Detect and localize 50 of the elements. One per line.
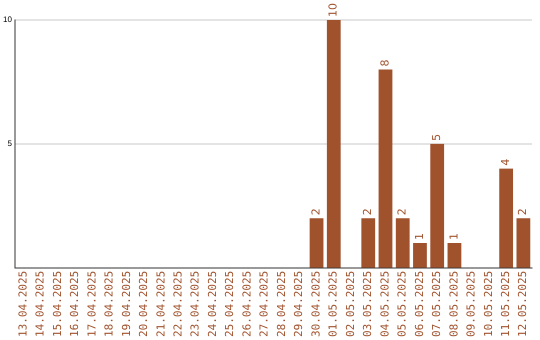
- x-tick-label: 29.04.2025: [292, 270, 306, 338]
- x-tick-label: 26.04.2025: [240, 270, 254, 338]
- x-tick-label: 10.05.2025: [482, 270, 495, 338]
- bar: [361, 218, 376, 268]
- x-tick-label: 23.04.2025: [188, 270, 202, 338]
- x-tick-label: 24.04.2025: [206, 270, 219, 338]
- x-tick-label: 22.04.2025: [172, 270, 185, 338]
- x-tick-label: 05.05.2025: [396, 270, 409, 338]
- x-tick-label: 21.04.2025: [154, 270, 168, 338]
- data-label: 10: [326, 3, 340, 17]
- x-tick-label: 04.05.2025: [378, 270, 392, 338]
- x-tick-label: 08.05.2025: [447, 270, 460, 338]
- x-tick-label: 28.04.2025: [274, 270, 288, 338]
- bar: [413, 242, 427, 268]
- data-label: 2: [361, 208, 374, 216]
- data-label: 2: [309, 208, 322, 216]
- data-label: 2: [516, 208, 530, 216]
- bar: [499, 168, 514, 268]
- x-tick-label: 15.04.2025: [50, 270, 64, 338]
- data-label: 1: [412, 232, 426, 240]
- data-label: 4: [499, 158, 512, 166]
- bar: [396, 218, 410, 268]
- x-tick-label: 18.04.2025: [102, 270, 116, 338]
- x-tick-label: 25.04.2025: [223, 270, 236, 338]
- data-label: 8: [378, 60, 392, 67]
- x-tick-label: 14.04.2025: [34, 270, 47, 338]
- x-tick-label: 27.04.2025: [258, 270, 271, 338]
- bar: [448, 242, 462, 268]
- x-tick-label: 11.05.2025: [499, 270, 512, 338]
- data-label: 2: [396, 208, 409, 216]
- x-tick-label: 09.05.2025: [464, 270, 478, 338]
- bar: [378, 70, 392, 268]
- bar: [430, 144, 444, 268]
- x-tick-label: 13.04.2025: [16, 270, 30, 338]
- bar: [310, 218, 324, 268]
- x-tick-label: 20.04.2025: [137, 270, 150, 338]
- bar: [516, 218, 530, 268]
- x-tick-label: 02.05.2025: [344, 270, 357, 338]
- x-tick-label: 16.04.2025: [68, 270, 82, 338]
- x-tick-label: 03.05.2025: [361, 270, 374, 338]
- x-tick-label: 01.05.2025: [326, 270, 340, 338]
- data-label: 1: [447, 232, 460, 240]
- x-tick-label: 19.04.2025: [120, 270, 133, 338]
- x-tick-label: 06.05.2025: [412, 270, 426, 338]
- x-tick-label: 07.05.2025: [430, 270, 444, 338]
- data-label: 5: [430, 134, 444, 141]
- x-tick-label: 30.04.2025: [309, 270, 322, 338]
- x-tick-label: 17.04.2025: [85, 270, 98, 338]
- bar: [326, 20, 341, 268]
- x-tick-label: 12.05.2025: [516, 270, 530, 338]
